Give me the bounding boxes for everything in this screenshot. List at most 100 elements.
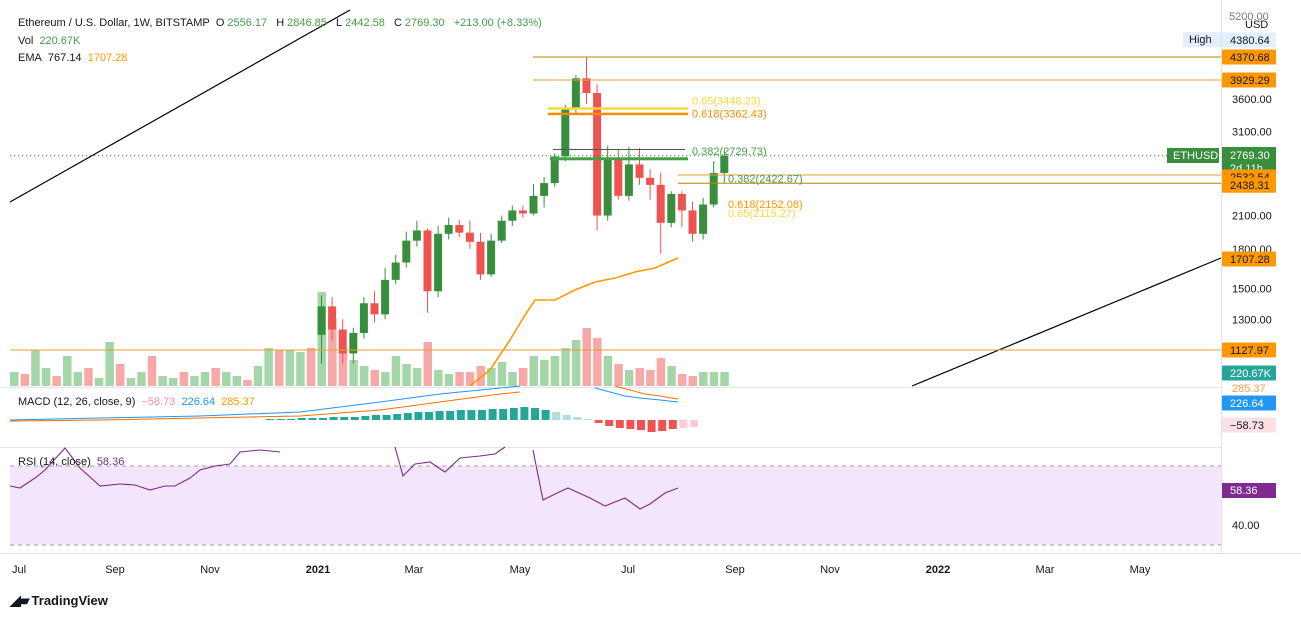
macd-histogram-bar — [266, 419, 274, 420]
volume-bar — [222, 372, 231, 386]
open-label: O 2556.17 — [216, 17, 270, 29]
macd-histogram-bar — [531, 408, 539, 420]
macd-histogram-bar — [446, 411, 455, 420]
price-tick-label: 3600.00 — [1232, 94, 1272, 106]
macd-histogram-bar — [509, 408, 518, 420]
time-axis-label: May — [1130, 564, 1151, 576]
macd-histogram-bar — [340, 417, 349, 420]
volume-bar — [709, 372, 719, 386]
ema-badge-bg — [1222, 251, 1276, 267]
macd-histogram-bar — [372, 415, 380, 420]
rsi-badge: 58.36 — [1230, 485, 1258, 497]
macd-hist-badge-bg — [1222, 417, 1276, 433]
macd-histogram-bar — [668, 420, 677, 429]
volume-bar — [285, 350, 295, 386]
rsi-line — [9, 447, 281, 491]
symbol-tag: ETHUSD — [1173, 150, 1218, 162]
candle-body — [518, 210, 527, 214]
candle-body — [381, 279, 390, 315]
volume-bar — [63, 356, 72, 386]
close-label: C 2769.30 — [394, 17, 448, 29]
macd-histogram-bar — [690, 420, 698, 427]
macd-histogram-bar — [308, 418, 317, 420]
macd-histogram-bar — [297, 418, 306, 420]
level-badge: 1127.97 — [1230, 345, 1269, 357]
level-badge-bg — [1222, 72, 1276, 88]
candle-body — [476, 241, 485, 275]
level-badge: 3929.29 — [1230, 75, 1270, 87]
ema-length: 767.14 — [47, 52, 82, 64]
volume-bar — [232, 376, 242, 386]
candle-body — [508, 210, 517, 221]
macd-scale-label: 285.37 — [1232, 383, 1266, 395]
volume-bar — [52, 376, 61, 386]
level-badge: 4370.68 — [1230, 52, 1270, 64]
level-badge-bg — [1222, 342, 1276, 358]
macd-histogram-bar — [276, 419, 285, 420]
volume-bar — [571, 340, 581, 386]
volume-bar — [211, 368, 220, 386]
volume-bar — [593, 338, 602, 386]
macd-histogram-bar — [573, 417, 582, 420]
candle-body — [317, 306, 326, 335]
fib-label: 0.618(3362.43) — [692, 109, 767, 121]
ema-value: 1707.28 — [87, 52, 128, 64]
macd-histogram-bar — [499, 409, 508, 420]
low-label: L 2442.58 — [336, 17, 388, 29]
time-axis-label: Sep — [725, 564, 745, 576]
macd-hist-badge: −58.73 — [1230, 420, 1264, 432]
time-axis-label: 2022 — [926, 564, 950, 576]
volume-bar — [497, 362, 507, 386]
price-tick-label: 1500.00 — [1232, 283, 1272, 295]
macd-line — [9, 385, 521, 421]
volume-label: Vol — [18, 35, 34, 47]
ema-line — [469, 257, 679, 387]
time-axis-label: Mar — [1036, 564, 1055, 576]
volume-bar — [624, 370, 634, 386]
macd-badge-bg — [1222, 395, 1276, 411]
volume-bar — [455, 372, 464, 386]
ema-badge: 1707.28 — [1230, 254, 1270, 266]
close-letter: C — [393, 17, 402, 29]
high-price-badge-bg — [1222, 32, 1276, 48]
volume-bar — [635, 368, 644, 386]
candle-body — [444, 225, 453, 234]
level-badge-bg — [1222, 49, 1276, 65]
macd-histogram-bar — [552, 412, 561, 420]
volume-bar — [677, 374, 687, 386]
macd-histogram-bar — [488, 409, 497, 420]
volume-bar — [656, 358, 666, 386]
volume-bar — [688, 376, 697, 386]
macd-signal-line — [614, 385, 679, 400]
rsi-tick-label: 40.00 — [1232, 520, 1260, 532]
fib-label: 0.382(2729.73) — [692, 146, 767, 158]
last-price-badge: 2769.30 — [1230, 150, 1270, 162]
candle-body — [349, 333, 358, 354]
volume-bar — [699, 372, 708, 386]
macd-histogram-bar — [626, 420, 635, 429]
volume-bar — [147, 356, 157, 386]
volume-bar — [518, 368, 528, 386]
candle-body — [423, 230, 432, 292]
price-tick-label: 1300.00 — [1232, 314, 1272, 326]
close-value: 2769.30 — [404, 17, 445, 29]
candle-body — [709, 173, 718, 205]
volume-bar — [381, 372, 390, 386]
rsi-band — [10, 466, 1221, 545]
volume-legend: Vol 220.67K — [18, 35, 83, 47]
macd-histogram-bar — [319, 418, 327, 420]
macd-histogram-bar — [329, 417, 338, 420]
volume-bar — [370, 370, 379, 386]
volume-bar — [476, 366, 485, 386]
volume-bar — [328, 318, 337, 386]
macd-label: MACD (12, 26, close, 9) — [18, 396, 136, 408]
macd-histogram-bar — [350, 417, 359, 420]
rsi-label: RSI (14, close) — [18, 456, 91, 468]
volume-bar — [190, 376, 199, 386]
volume-bar — [508, 372, 517, 386]
tradingview-mark-icon: ◢▰ — [10, 592, 29, 608]
tradingview-logo[interactable]: ◢▰ TradingView — [10, 592, 108, 609]
rsi-value: 58.36 — [96, 456, 125, 468]
macd-histogram-bar — [562, 415, 571, 420]
